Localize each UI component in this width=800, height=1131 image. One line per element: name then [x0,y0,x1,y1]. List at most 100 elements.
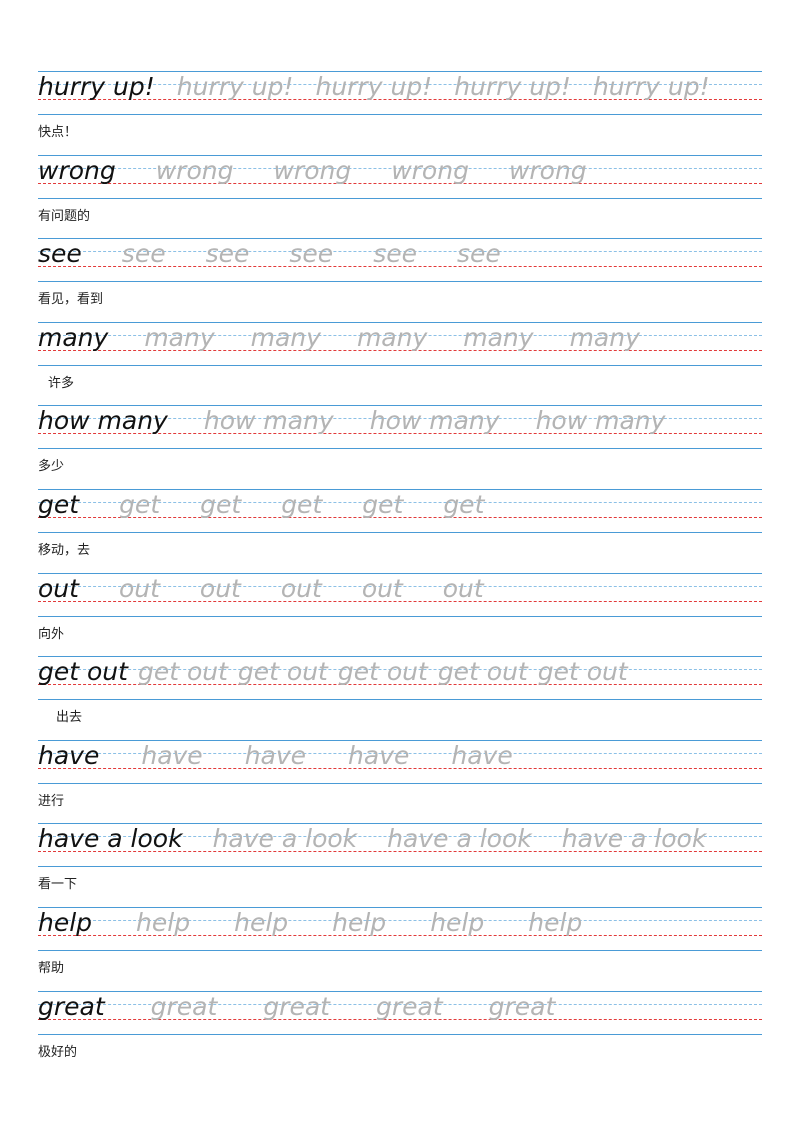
practice-row: get out get out get out get out get out get o… [38,656,762,766]
guide-line [38,183,762,184]
guide-line [38,532,762,533]
trace-word: help [528,908,583,937]
guide-line [38,489,762,490]
trace-word: great [263,992,330,1021]
trace-word: have [451,741,513,770]
trace-word: have a look [561,824,707,853]
chinese-meaning: 多少 [38,459,65,474]
practice-row: have a look have a look have a look have a … [38,823,762,933]
words-line: wrong wrong wrong wrong wrong [38,152,587,186]
guide-line [38,768,762,769]
guide-line [38,823,762,824]
guide-line [38,836,762,837]
words-line: get out get out get out get out get out get o… [38,653,628,687]
model-word: many [38,323,109,352]
guide-line [38,684,762,685]
words-line: see see see see see see [38,235,501,269]
trace-word: many [569,323,640,352]
chinese-meaning: 移动，去 [38,543,91,558]
guide-line [38,573,762,574]
trace-word: see [456,239,501,268]
trace-word: wrong [508,156,587,185]
model-word: see [38,239,82,268]
words-line: great great great great great [38,988,555,1022]
practice-row: get get get get get get 移动，去 [38,489,762,599]
guide-line [38,517,762,518]
trace-word: get out [237,657,328,686]
guide-line [38,251,762,252]
guide-line [38,1019,762,1020]
practice-row: see see see see see see 看见，看到 [38,238,762,348]
trace-word: out [118,574,160,603]
guide-line [38,991,762,992]
chinese-meaning: 出去 [56,710,83,725]
trace-word: how many [535,406,666,435]
words-line: hurry up! hurry up! hurry up! hurry up! hurr… [38,68,710,102]
guide-line [38,198,762,199]
guide-line [38,669,762,670]
trace-word: get out [537,657,628,686]
practice-row: wrong wrong wrong wrong wrong 有问题的 [38,155,762,265]
words-line: out out out out out out [38,570,484,604]
guide-line [38,238,762,239]
practice-row: hurry up! hurry up! hurry up! hurry up! hurr… [38,71,762,181]
trace-word: many [356,323,428,352]
guide-line [38,365,762,366]
trace-word: hurry up! [592,72,710,101]
words-line: how many how many how many how many [38,402,665,436]
trace-word: get [443,490,485,519]
trace-word: hurry up! [454,72,571,101]
chinese-meaning: 许多 [48,376,75,391]
trace-word: help [332,908,387,937]
trace-word: have [244,741,307,770]
trace-word: have [348,741,410,770]
guide-line [38,433,762,434]
model-word: help [38,908,93,937]
guide-line [38,350,762,351]
trace-word: great [488,992,556,1021]
guide-line [38,920,762,921]
trace-word: out [280,574,322,603]
practice-row: help help help help help help 帮助 [38,907,762,1017]
guide-line [38,753,762,754]
guide-line [38,335,762,336]
guide-line [38,601,762,602]
model-word: get [38,490,80,519]
trace-word: see [289,239,334,268]
chinese-meaning: 进行 [38,794,65,809]
trace-word: help [234,908,289,937]
practice-row: out out out out out out 向外 [38,573,762,683]
guide-line [38,783,762,784]
words-line: have have have have have [38,737,513,771]
trace-word: great [375,992,443,1021]
chinese-meaning: 有问题的 [38,209,91,224]
guide-line [38,448,762,449]
trace-word: hurry up! [315,72,433,101]
guide-line [38,656,762,657]
trace-word: great [150,992,218,1021]
trace-word: out [361,574,403,603]
practice-row: many many many many many many 许多 [38,322,762,432]
guide-line [38,1034,762,1035]
words-line: get get get get get get [38,486,484,520]
chinese-meaning: 看见，看到 [38,292,104,307]
trace-word: hurry up! [176,72,294,101]
trace-word: see [121,239,166,268]
model-word: have a look [38,824,183,853]
guide-line [38,281,762,282]
guide-line [38,168,762,169]
trace-word: get out [337,657,428,686]
trace-word: out [442,574,484,603]
trace-word: wrong [155,156,234,185]
practice-row: have have have have have 进行 [38,740,762,850]
model-word: out [38,574,79,603]
chinese-meaning: 看一下 [38,877,78,892]
guide-line [38,266,762,267]
model-word: get out [38,657,128,686]
guide-line [38,114,762,115]
model-word: how many [38,406,168,435]
trace-word: many [144,323,215,352]
chinese-meaning: 帮助 [38,961,65,976]
trace-word: get [119,490,161,519]
trace-word: wrong [391,156,469,185]
